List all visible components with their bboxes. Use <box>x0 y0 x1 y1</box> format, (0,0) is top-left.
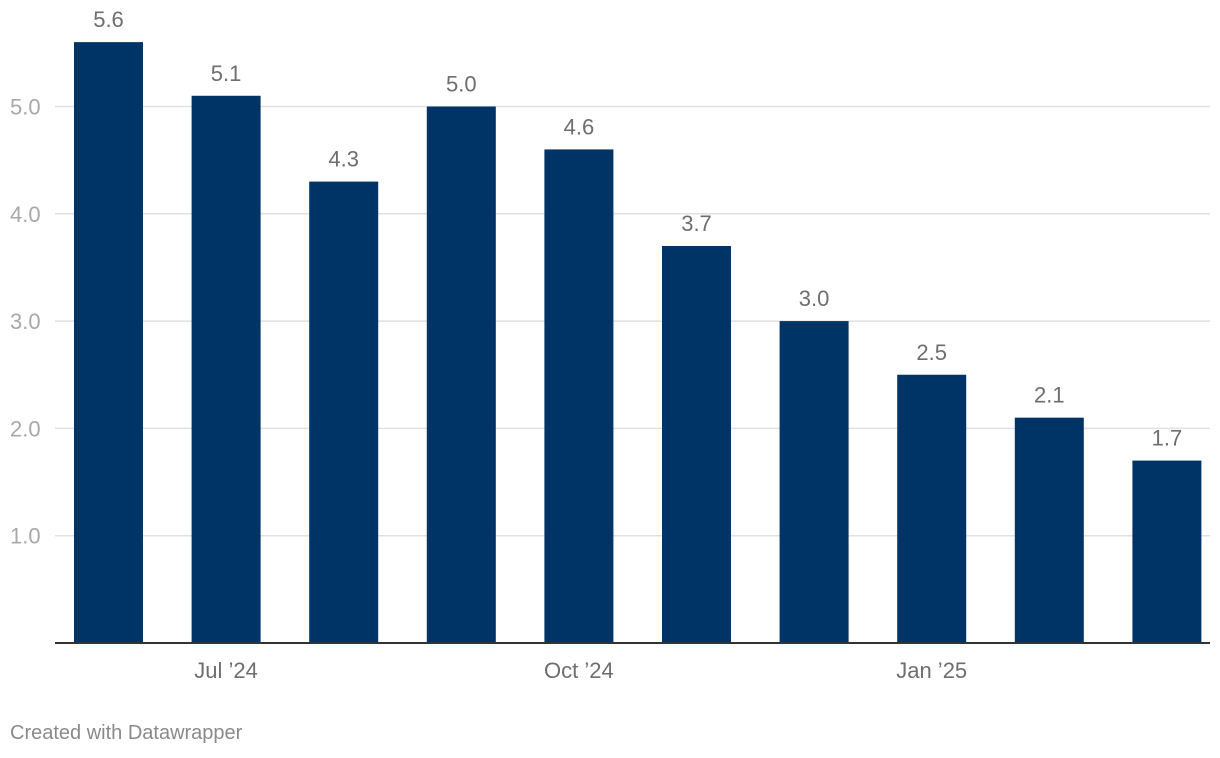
x-tick-label: Oct ’24 <box>544 658 614 683</box>
data-label: 2.1 <box>1034 383 1065 408</box>
bar <box>1014 417 1084 643</box>
bar <box>74 42 143 644</box>
bar <box>544 149 614 644</box>
data-label: 4.6 <box>564 114 595 139</box>
data-label: 5.6 <box>93 7 124 32</box>
y-tick-label: 3.0 <box>10 309 41 334</box>
y-tick-label: 1.0 <box>10 524 41 549</box>
y-tick-label: 5.0 <box>10 95 41 120</box>
data-label: 4.3 <box>328 147 359 172</box>
bar <box>662 245 731 644</box>
bar <box>309 181 379 644</box>
x-tick-label: Jul ’24 <box>194 658 258 683</box>
data-label: 1.7 <box>1152 426 1183 451</box>
data-label: 5.0 <box>446 72 477 97</box>
bar <box>897 374 967 643</box>
data-label: 3.7 <box>681 211 712 236</box>
y-axis-ticks: 1.0 2.0 3.0 4.0 5.0 <box>10 95 41 549</box>
x-tick-label: Jan ’25 <box>896 658 967 683</box>
bar <box>1132 460 1202 643</box>
bar-chart: 1.0 2.0 3.0 4.0 5.0 5.6 5.1 4.3 5.0 4.6 3.7 3.0 2.5… <box>10 7 1210 683</box>
bars <box>74 42 1202 644</box>
bar <box>426 106 496 643</box>
data-label: 5.1 <box>211 61 242 86</box>
footer-credit: Created with Datawrapper <box>10 722 243 744</box>
y-tick-label: 4.0 <box>10 202 41 227</box>
data-labels: 5.6 5.1 4.3 5.0 4.6 3.7 3.0 2.5 2.1 1.7 <box>93 7 1182 450</box>
x-axis-ticks: Jul ’24 Oct ’24 Jan ’25 <box>194 658 967 683</box>
y-tick-label: 2.0 <box>10 416 41 441</box>
bar <box>191 95 261 643</box>
data-label: 2.5 <box>916 340 947 365</box>
data-label: 3.0 <box>799 286 830 311</box>
bar <box>779 321 849 643</box>
